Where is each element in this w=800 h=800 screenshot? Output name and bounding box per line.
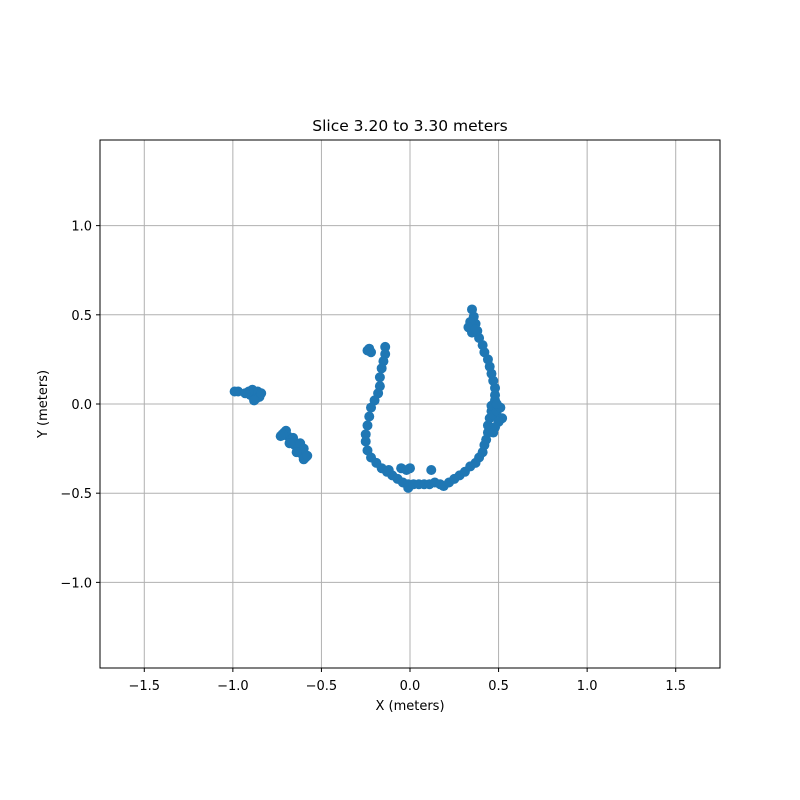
- scatter-point: [362, 420, 373, 431]
- scatter-point: [229, 386, 240, 397]
- y-tick-label: 0.5: [71, 309, 92, 324]
- scatter-point: [291, 447, 302, 458]
- y-axis-label: Y (meters): [36, 370, 51, 439]
- scatter-point: [374, 372, 385, 383]
- scatter-point: [364, 411, 375, 422]
- scatter-point: [240, 388, 251, 399]
- scatter-point: [426, 465, 437, 475]
- scatter-point: [488, 427, 499, 438]
- y-tick-label: 0.0: [71, 398, 92, 413]
- scatter-point: [284, 438, 295, 449]
- y-tick-label: −1.0: [60, 576, 92, 591]
- y-tick-label: 1.0: [71, 220, 92, 235]
- scatter-point: [470, 324, 481, 335]
- scatter-point: [360, 429, 371, 440]
- scatter-point: [256, 388, 267, 399]
- scatter-point: [376, 363, 387, 374]
- scatter-point: [360, 436, 371, 447]
- scatter-point: [366, 402, 377, 413]
- x-axis-label: X (meters): [375, 699, 444, 714]
- grid: [100, 140, 720, 668]
- scatter-point: [275, 431, 286, 442]
- scatter-point: [491, 399, 502, 409]
- x-tick-label: 1.0: [577, 679, 598, 694]
- scatter-point: [383, 465, 394, 475]
- scatter-point: [249, 395, 260, 406]
- scatter-point: [302, 450, 313, 461]
- scatter-point: [405, 463, 415, 474]
- x-tick-label: 0.0: [400, 679, 421, 694]
- x-tick-label: −1.5: [128, 679, 160, 694]
- x-tick-label: 0.5: [488, 679, 509, 694]
- scatter-point: [364, 343, 375, 354]
- x-tick-label: 1.5: [665, 679, 686, 694]
- chart-title: Slice 3.20 to 3.30 meters: [312, 117, 508, 135]
- scatter-points: [229, 304, 508, 493]
- scatter-point: [490, 390, 501, 401]
- scatter-point: [380, 341, 391, 352]
- ticks: −1.5 −1.0 −0.5 0.0 0.5 1.0 1.5 −1.0 −0.5 0.0 0.5 1.…: [60, 220, 686, 694]
- x-tick-label: −0.5: [306, 679, 338, 694]
- scatter-point: [467, 304, 477, 315]
- x-tick-label: −1.0: [217, 679, 249, 694]
- y-tick-label: −0.5: [60, 487, 92, 502]
